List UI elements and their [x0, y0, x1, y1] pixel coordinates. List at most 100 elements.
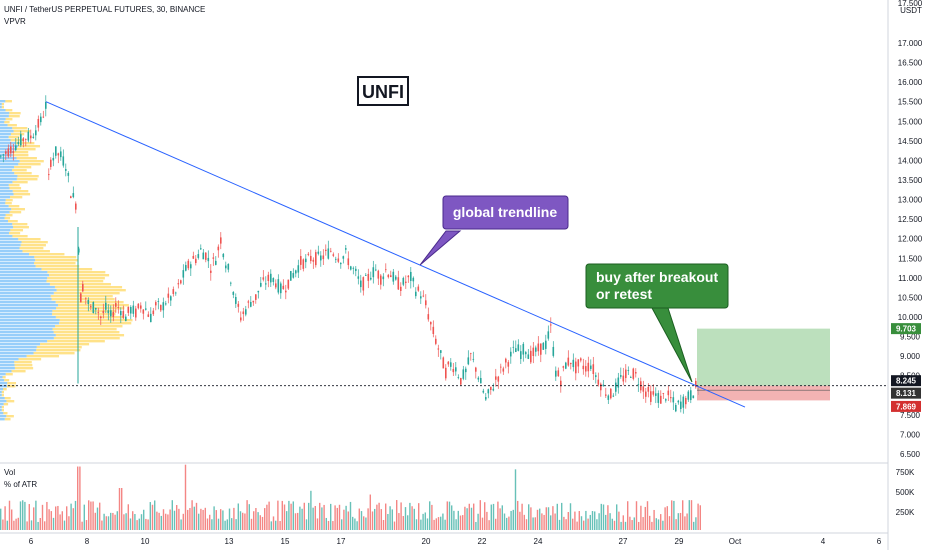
- vpvr-bar-up: [0, 334, 56, 337]
- candle-body: [645, 391, 647, 397]
- candle-body: [245, 309, 247, 315]
- candle-body: [85, 297, 87, 299]
- candle-body: [132, 305, 135, 314]
- candle-body: [687, 391, 690, 400]
- volume-bar: [437, 517, 440, 530]
- volume-bar: [418, 503, 420, 530]
- volume-bar: [248, 504, 250, 530]
- time-tick-label: 8: [85, 537, 90, 546]
- volume-bar: [697, 503, 699, 530]
- volume-bar: [424, 512, 426, 530]
- volume-bar: [646, 501, 649, 530]
- candle-body: [332, 254, 335, 256]
- candle-body: [532, 347, 535, 357]
- candle-body: [310, 255, 312, 262]
- candle-body: [130, 307, 132, 314]
- candle-body: [45, 101, 47, 109]
- callout-buy-after-breakout[interactable]: buy after breakout or retest: [585, 263, 729, 383]
- volume-bar: [286, 511, 288, 530]
- volume-bar: [506, 517, 508, 530]
- candle-body: [260, 282, 262, 287]
- volume-bar: [11, 509, 13, 530]
- candle-body: [595, 375, 597, 378]
- volume-bar: [140, 514, 143, 530]
- volume-bar: [44, 521, 46, 530]
- volume-bar: [510, 510, 512, 530]
- price-axis[interactable]: 17.000 16.500 16.000 15.500 15.000 14.500 14.0…: [898, 39, 923, 459]
- candle-body: [427, 314, 430, 320]
- candle-body: [442, 357, 445, 369]
- volume-bar: [156, 511, 158, 530]
- volume-bar: [268, 501, 270, 530]
- volume-bar: [50, 511, 52, 530]
- vpvr-bar-up: [0, 211, 10, 214]
- vpvr-bar-up: [0, 382, 8, 385]
- volume-bar: [385, 503, 387, 530]
- trade-position-box[interactable]: [697, 328, 830, 401]
- volume-bar: [105, 516, 107, 530]
- candle-body: [220, 237, 222, 244]
- volume-bar: [453, 510, 455, 530]
- volume-bar: [57, 505, 59, 530]
- candle-body: [572, 359, 575, 368]
- candle-body: [440, 350, 442, 353]
- vpvr-bar-down: [1, 103, 5, 106]
- volume-bar: [81, 521, 83, 530]
- volume-bar: [638, 521, 640, 530]
- chart-title: UNFI / TetherUS PERPETUAL FUTURES, 30, B…: [4, 5, 205, 14]
- volume-bar: [110, 512, 112, 530]
- candle-body: [580, 358, 582, 361]
- volume-bar: [193, 506, 195, 530]
- volume-bar: [578, 511, 580, 530]
- target-zone[interactable]: [697, 328, 830, 386]
- vpvr-bar-down: [54, 286, 123, 289]
- candle-body: [517, 344, 520, 351]
- vpvr-bar-down: [8, 136, 20, 139]
- vpvr-bar-up: [0, 169, 13, 172]
- vpvr-bar-up: [0, 214, 6, 217]
- candle-body: [387, 274, 390, 278]
- callout-global-trendline[interactable]: global trendline: [419, 195, 569, 266]
- volume-bar: [303, 502, 305, 530]
- price-tick-label: 10.000: [898, 313, 923, 322]
- candle-body: [282, 285, 285, 290]
- candle-body: [285, 290, 287, 293]
- vpvr-bar-down: [12, 154, 29, 157]
- vpvr-bar-up: [0, 241, 22, 244]
- vpvr-bar-down: [8, 184, 20, 187]
- candle-body: [620, 375, 622, 377]
- candle-body: [677, 400, 680, 403]
- candle-body: [202, 252, 205, 260]
- candle-body: [542, 342, 545, 350]
- volume-bar: [30, 520, 33, 530]
- vpvr-bar-up: [0, 205, 9, 208]
- vpvr-bar-up: [0, 133, 11, 136]
- volume-bar: [321, 507, 323, 530]
- candle-body: [20, 134, 22, 146]
- candle-body: [457, 377, 460, 379]
- global-trendline[interactable]: [45, 101, 746, 408]
- volume-bar: [400, 502, 402, 530]
- volume-bar: [107, 516, 110, 530]
- candle-body: [557, 370, 560, 377]
- volume-bar: [2, 519, 4, 530]
- volume-bar: [198, 513, 200, 530]
- stop-zone[interactable]: [697, 385, 830, 401]
- vpvr-bar-down: [21, 241, 48, 244]
- vpvr-bar-down: [16, 178, 38, 181]
- candle-body: [587, 362, 590, 372]
- volume-bar: [411, 506, 413, 530]
- candle-body: [175, 292, 177, 294]
- time-axis[interactable]: 6 8 10 13 15 17 20 22 24 27 29 Oct 4 6: [29, 537, 882, 546]
- volume-bar: [671, 500, 673, 530]
- volume-bar: [442, 513, 444, 530]
- candle-body: [185, 265, 187, 271]
- vpvr-bar-down: [13, 226, 29, 229]
- vpvr-bar-down: [1, 409, 4, 412]
- vpvr-bar-down: [59, 319, 133, 322]
- candle-body: [682, 396, 685, 408]
- candle-body: [320, 255, 322, 261]
- volume-bar: [481, 517, 484, 530]
- volume-bar: [132, 511, 134, 530]
